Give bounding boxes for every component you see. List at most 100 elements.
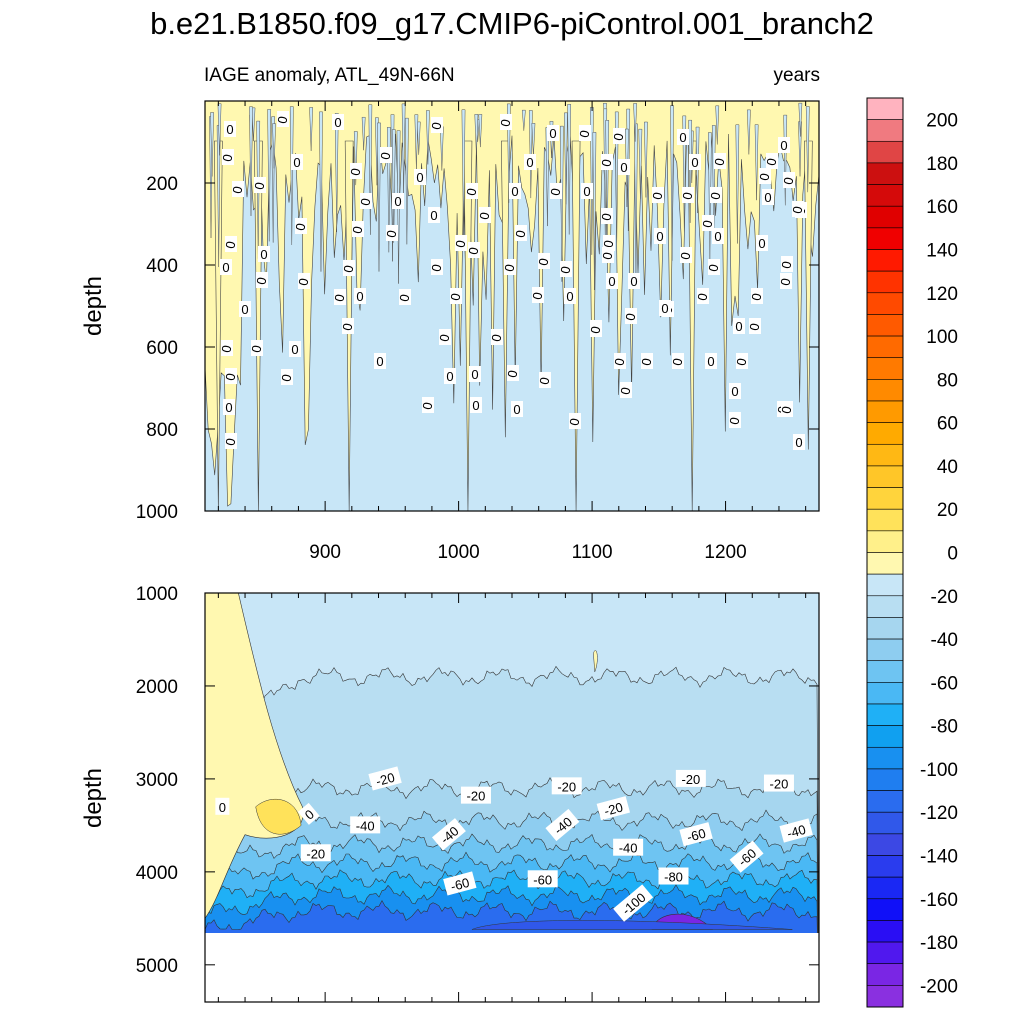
top-contour-label-text: 0 xyxy=(780,138,787,153)
top-contour-label-text: 0 xyxy=(795,435,802,450)
top-contour-label-text: 0 xyxy=(513,402,520,417)
top-contour-label: 0 xyxy=(547,183,564,199)
colorbar-swatch xyxy=(866,703,904,726)
top-negative-streak xyxy=(682,115,687,234)
colorbar-swatch xyxy=(866,205,904,229)
top-contour-label: 0 xyxy=(509,183,521,199)
colorbar-tick-label: -160 xyxy=(920,890,958,911)
top-contour-label-text: 0 xyxy=(446,369,453,384)
colorbar-swatch xyxy=(866,660,904,683)
top-contour-label: 0 xyxy=(557,261,574,277)
top-contour-label-text: 0 xyxy=(611,357,627,367)
bottom-contour-label: -40 xyxy=(613,838,644,856)
colorbar-swatch xyxy=(866,811,904,835)
top-contour-label-text: 0 xyxy=(292,222,308,232)
colorbar-tick-label: 0 xyxy=(947,544,958,565)
top-negative-streak xyxy=(426,110,430,165)
bottom-contour-label: -20 xyxy=(596,796,631,821)
top-contour-label: 0 xyxy=(258,246,270,262)
top-contour-label: 0 xyxy=(756,168,773,184)
top-axis-ticks: 200 400 600 800 1000 xyxy=(136,101,819,523)
top-positive-anomaly-layer xyxy=(205,101,819,511)
x-tick-label: 900 xyxy=(309,542,341,563)
top-negative-streak xyxy=(377,122,381,272)
top-contour-label: 0 xyxy=(618,159,630,175)
top-negative-streak xyxy=(474,114,479,156)
colorbar-swatch xyxy=(866,746,904,770)
top-contour-label: 0 xyxy=(622,308,639,324)
colorbar-swatch xyxy=(866,617,904,640)
top-contour-label: 0 xyxy=(414,169,426,185)
top-contour-label-text: 0 xyxy=(669,357,685,367)
top-contour-label-text: 0 xyxy=(617,386,633,396)
colorbar-swatch xyxy=(866,140,904,164)
top-contour-label: 0 xyxy=(606,273,618,289)
colorbar-swatch xyxy=(866,898,904,921)
y-tick-label: 3000 xyxy=(136,770,178,791)
top-contour-label-text: 0 xyxy=(536,376,552,386)
colorbar-swatch xyxy=(866,768,904,791)
top-contour-label-text: 0 xyxy=(349,225,365,235)
bottom-contour-label: 0 xyxy=(297,802,320,825)
top-negative-streak xyxy=(249,106,253,216)
colorbar-swatch xyxy=(866,270,904,294)
top-contour-label-text: 0 xyxy=(649,191,665,201)
top-contour-label: 0 xyxy=(694,288,711,304)
top-negative-streak xyxy=(805,106,810,193)
bottom-contour-label-text: -40 xyxy=(785,822,807,841)
top-deep-spike xyxy=(501,140,510,438)
top-contour-label: 0 xyxy=(452,235,469,251)
top-negative-streak xyxy=(309,107,313,151)
top-contour-label: 0 xyxy=(756,235,768,251)
top-negative-streak xyxy=(715,105,720,145)
colorbar-tick-label: -60 xyxy=(931,673,958,694)
top-contour-label-text: 0 xyxy=(356,289,363,304)
colorbar-tick-label: -120 xyxy=(920,803,958,824)
top-contour-label: 0 xyxy=(748,288,765,304)
top-contour-label-text: 0 xyxy=(383,229,399,239)
colorbar-tick-label: 180 xyxy=(926,154,958,175)
top-contour-label-text: 0 xyxy=(416,170,423,185)
bottom-contour-label: -20 xyxy=(551,777,582,795)
top-contour-label: 0 xyxy=(504,365,521,381)
top-contour-label: 0 xyxy=(251,177,268,193)
top-contour-label-text: 0 xyxy=(419,401,435,411)
top-negative-streak xyxy=(746,109,751,155)
top-negative-streak xyxy=(414,114,419,170)
top-negative-streak xyxy=(688,119,693,223)
colorbar-swatch xyxy=(866,552,904,575)
top-negative-streak xyxy=(754,124,759,201)
bottom-contour-label: -40 xyxy=(350,816,381,834)
top-contour-label-text: 0 xyxy=(512,229,528,239)
top-contour-label-text: 0 xyxy=(447,292,463,302)
y-tick-label: 2000 xyxy=(136,677,178,698)
top-contour-label: 0 xyxy=(610,128,627,144)
top-negative-streak xyxy=(605,120,610,246)
top-contour-label: 0 xyxy=(535,253,552,269)
top-ylabel: depth xyxy=(80,276,107,336)
top-contour-label: 0 xyxy=(463,183,480,199)
colorbar-swatch xyxy=(866,292,904,315)
bottom-contour-label-text: -20 xyxy=(681,772,700,787)
top-contour-label: 0 xyxy=(777,273,794,289)
top-contour-label-text: 0 xyxy=(472,398,479,413)
top-contour-label-text: 0 xyxy=(526,155,533,170)
top-contour-label-text: 0 xyxy=(733,357,749,367)
colorbar-swatch xyxy=(866,985,904,1008)
top-contour-label: 0 xyxy=(628,273,640,289)
colorbar-swatch xyxy=(866,920,904,943)
top-contour-label-text: 0 xyxy=(331,293,347,303)
top-contour-label: 0 xyxy=(222,236,239,252)
subtitle-left: IAGE anomaly, ATL_49N-66N xyxy=(204,65,455,86)
top-positive-region xyxy=(205,101,819,507)
top-contour-label-text: 0 xyxy=(463,187,479,197)
top-contour-label-text: 0 xyxy=(248,344,264,354)
top-negative-streak xyxy=(461,109,466,239)
top-contour-label-text: 0 xyxy=(576,129,592,139)
top-contour-label: 0 xyxy=(726,412,743,428)
colorbar-tick-label: 20 xyxy=(937,500,958,521)
top-contour-label: 0 xyxy=(512,225,529,241)
x-tick-label: 1200 xyxy=(704,542,746,563)
top-contour-label: 0 xyxy=(224,121,236,137)
y-tick-label: 600 xyxy=(146,338,178,359)
